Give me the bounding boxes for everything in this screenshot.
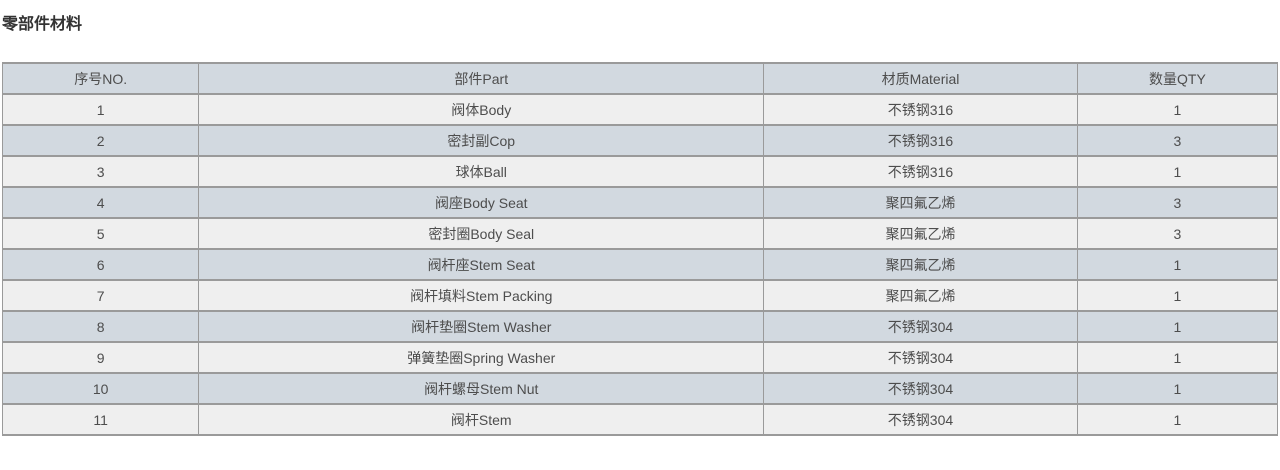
cell-part: 密封圈Body Seal	[198, 217, 765, 250]
cell-part: 球体Ball	[198, 155, 765, 188]
cell-no: 1	[1, 93, 200, 126]
cell-material: 聚四氟乙烯	[763, 248, 1078, 281]
table-row: 1 阀体Body 不锈钢316 1	[1, 93, 1279, 126]
cell-material: 不锈钢304	[763, 403, 1078, 436]
table-row: 8 阀杆垫圈Stem Washer 不锈钢304 1	[1, 310, 1279, 343]
cell-material: 聚四氟乙烯	[763, 279, 1078, 312]
cell-part: 阀杆填料Stem Packing	[198, 279, 765, 312]
cell-material: 不锈钢316	[763, 93, 1078, 126]
cell-no: 10	[1, 372, 200, 405]
table-row: 9 弹簧垫圈Spring Washer 不锈钢304 1	[1, 341, 1279, 374]
cell-material: 聚四氟乙烯	[763, 217, 1078, 250]
header-no: 序号NO.	[1, 62, 200, 95]
header-qty: 数量QTY	[1076, 62, 1279, 95]
table-row: 10 阀杆螺母Stem Nut 不锈钢304 1	[1, 372, 1279, 405]
cell-qty: 3	[1076, 124, 1279, 157]
cell-no: 4	[1, 186, 200, 219]
cell-part: 密封副Cop	[198, 124, 765, 157]
cell-qty: 1	[1076, 403, 1279, 436]
header-part: 部件Part	[198, 62, 765, 95]
parts-material-table: 序号NO. 部件Part 材质Material 数量QTY 1 阀体Body 不…	[1, 62, 1279, 436]
cell-no: 6	[1, 248, 200, 281]
cell-no: 7	[1, 279, 200, 312]
cell-part: 阀杆Stem	[198, 403, 765, 436]
table-row: 7 阀杆填料Stem Packing 聚四氟乙烯 1	[1, 279, 1279, 312]
table-row: 3 球体Ball 不锈钢316 1	[1, 155, 1279, 188]
cell-no: 5	[1, 217, 200, 250]
table-row: 6 阀杆座Stem Seat 聚四氟乙烯 1	[1, 248, 1279, 281]
cell-qty: 3	[1076, 186, 1279, 219]
table-row: 5 密封圈Body Seal 聚四氟乙烯 3	[1, 217, 1279, 250]
cell-no: 2	[1, 124, 200, 157]
table-row: 4 阀座Body Seat 聚四氟乙烯 3	[1, 186, 1279, 219]
cell-qty: 1	[1076, 248, 1279, 281]
cell-material: 不锈钢304	[763, 310, 1078, 343]
cell-material: 不锈钢304	[763, 341, 1078, 374]
cell-no: 11	[1, 403, 200, 436]
cell-part: 弹簧垫圈Spring Washer	[198, 341, 765, 374]
cell-qty: 3	[1076, 217, 1279, 250]
table-row: 11 阀杆Stem 不锈钢304 1	[1, 403, 1279, 436]
cell-qty: 1	[1076, 310, 1279, 343]
cell-qty: 1	[1076, 93, 1279, 126]
cell-material: 不锈钢316	[763, 155, 1078, 188]
cell-qty: 1	[1076, 341, 1279, 374]
cell-no: 9	[1, 341, 200, 374]
cell-no: 3	[1, 155, 200, 188]
cell-part: 阀杆座Stem Seat	[198, 248, 765, 281]
cell-no: 8	[1, 310, 200, 343]
cell-qty: 1	[1076, 279, 1279, 312]
cell-qty: 1	[1076, 372, 1279, 405]
table-header-row: 序号NO. 部件Part 材质Material 数量QTY	[1, 62, 1279, 95]
cell-material: 不锈钢304	[763, 372, 1078, 405]
header-material: 材质Material	[763, 62, 1078, 95]
cell-part: 阀杆螺母Stem Nut	[198, 372, 765, 405]
cell-part: 阀杆垫圈Stem Washer	[198, 310, 765, 343]
cell-qty: 1	[1076, 155, 1279, 188]
cell-material: 聚四氟乙烯	[763, 186, 1078, 219]
table-row: 2 密封副Cop 不锈钢316 3	[1, 124, 1279, 157]
cell-material: 不锈钢316	[763, 124, 1078, 157]
cell-part: 阀座Body Seat	[198, 186, 765, 219]
cell-part: 阀体Body	[198, 93, 765, 126]
page-title: 零部件材料	[2, 16, 83, 33]
